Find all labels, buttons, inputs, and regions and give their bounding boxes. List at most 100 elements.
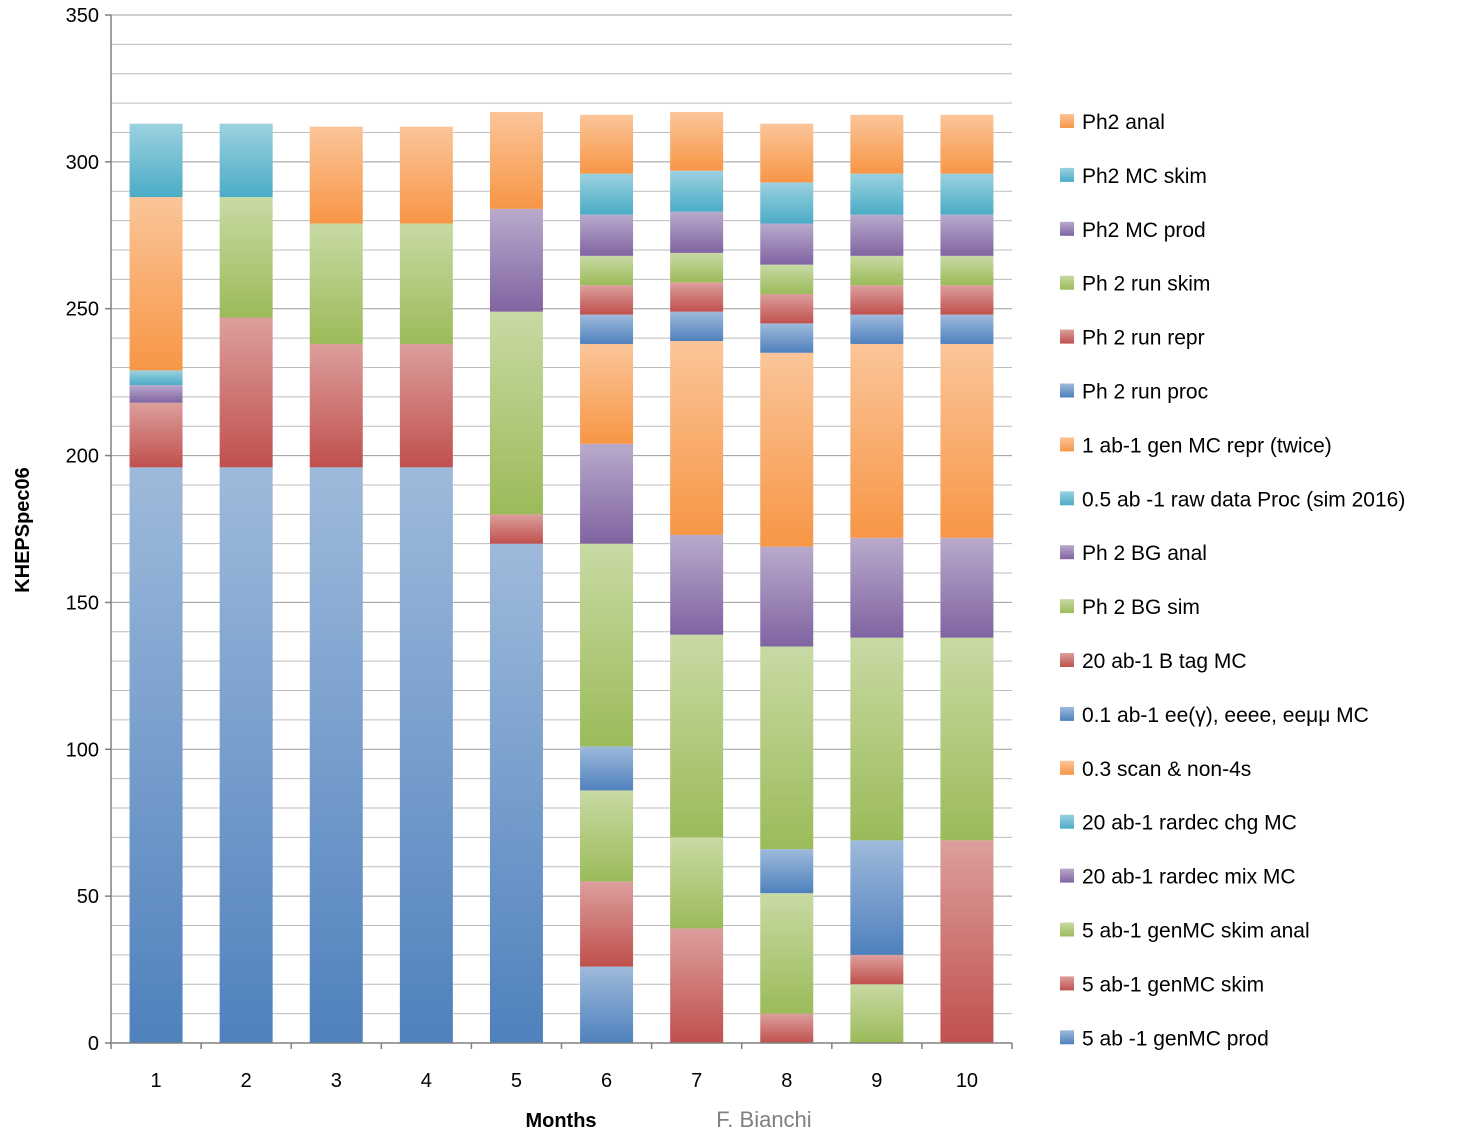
bar-segment: [580, 790, 634, 882]
bar-segment: [670, 837, 724, 929]
bar-segment: [670, 311, 724, 342]
legend-item: Ph2 MC prod: [1060, 219, 1206, 242]
bar-segment: [760, 323, 814, 353]
legend-label: Ph 2 run skim: [1082, 273, 1210, 296]
legend-label: 1 ab-1 gen MC repr (twice): [1082, 434, 1332, 457]
bar-segment: [219, 123, 273, 198]
y-tick-label: 250: [66, 299, 99, 321]
bar-segment: [219, 467, 273, 1043]
bar-segment: [489, 311, 543, 515]
bar-month-9: [850, 114, 904, 1043]
bar-segment: [850, 114, 904, 174]
legend-item: Ph 2 run repr: [1060, 327, 1205, 350]
legend-item: 20 ab-1 rardec mix MC: [1060, 866, 1296, 889]
bar-segment: [940, 173, 994, 215]
legend-label: 5 ab -1 genMC prod: [1082, 1027, 1269, 1050]
legend-swatch: [1060, 491, 1074, 506]
legend-label: Ph 2 run repr: [1082, 327, 1205, 350]
legend-label: 0.5 ab -1 raw data Proc (sim 2016): [1082, 488, 1405, 511]
bar-segment: [670, 170, 724, 212]
bar-segment: [850, 537, 904, 638]
bar-segment: [850, 637, 904, 841]
bar-segment: [940, 343, 994, 538]
legend-item: 0.3 scan & non-4s: [1060, 758, 1251, 781]
bar-segment: [760, 1013, 814, 1043]
legend-label: Ph 2 BG sim: [1082, 596, 1200, 619]
bar-segment: [850, 343, 904, 538]
bar-segment: [760, 223, 814, 265]
bar-month-4: [399, 126, 453, 1043]
legend-item: 5 ab-1 genMC skim: [1060, 973, 1264, 996]
x-tick-label: 8: [781, 1070, 792, 1092]
bar-month-6: [580, 114, 634, 1043]
bar-segment: [760, 352, 814, 547]
legend-item: Ph2 anal: [1060, 111, 1165, 134]
y-tick-label: 100: [66, 739, 99, 761]
bar-segment: [580, 214, 634, 256]
legend-swatch: [1060, 706, 1074, 721]
legend-label: 20 ab-1 rardec mix MC: [1082, 866, 1296, 889]
bar-segment: [580, 343, 634, 444]
bar-segment: [850, 255, 904, 286]
legend-item: 5 ab-1 genMC skim anal: [1060, 920, 1310, 943]
x-tick-label: 6: [601, 1070, 612, 1092]
y-tick-label: 50: [77, 886, 99, 908]
x-tick-label: 4: [421, 1070, 432, 1092]
legend-label: Ph 2 run proc: [1082, 381, 1208, 404]
x-tick-label: 9: [871, 1070, 882, 1092]
bar-month-2: [219, 123, 273, 1043]
x-tick-label: 3: [331, 1070, 342, 1092]
bar-segment: [580, 114, 634, 174]
legend-swatch: [1060, 167, 1074, 182]
legend-swatch: [1060, 275, 1074, 290]
legend-label: Ph2 MC skim: [1082, 165, 1207, 188]
bar-segment: [309, 467, 363, 1043]
bar-segment: [940, 637, 994, 841]
legend-label: 5 ab-1 genMC skim anal: [1082, 920, 1310, 943]
bar-segment: [850, 954, 904, 985]
legend-item: 5 ab -1 genMC prod: [1060, 1027, 1269, 1050]
legend-item: 0.1 ab-1 ee(γ), eeee, eeμμ MC: [1060, 704, 1369, 727]
y-tick-label: 150: [66, 592, 99, 614]
bar-segment: [580, 966, 634, 1043]
bars: [129, 111, 994, 1043]
bar-segment: [219, 317, 273, 468]
bar-segment: [670, 282, 724, 312]
legend-swatch: [1060, 114, 1074, 128]
bar-segment: [940, 114, 994, 174]
bar-segment: [489, 543, 543, 1043]
legend-item: 0.5 ab -1 raw data Proc (sim 2016): [1060, 488, 1405, 511]
bar-segment: [580, 881, 634, 967]
bar-month-7: [670, 111, 724, 1043]
bar-segment: [940, 537, 994, 638]
bar-segment: [760, 893, 814, 1014]
bar-segment: [670, 928, 724, 1043]
bar-segment: [489, 111, 543, 209]
bar-segment: [309, 343, 363, 468]
legend-item: 1 ab-1 gen MC repr (twice): [1060, 434, 1332, 457]
bar-segment: [850, 173, 904, 215]
bar-segment: [580, 746, 634, 791]
x-tick-label: 1: [150, 1070, 161, 1092]
bar-segment: [760, 182, 814, 224]
legend-item: Ph 2 run skim: [1060, 273, 1210, 296]
bar-segment: [670, 634, 724, 838]
bar-month-5: [489, 111, 543, 1043]
axes: 0 50 100 150 200 250 300 350 1 2 3 4 5 6 7 8 9 10: [66, 5, 1013, 1092]
legend-item: 20 ab-1 rardec chg MC: [1060, 812, 1297, 835]
x-tick-label: 7: [691, 1070, 702, 1092]
y-tick-label: 350: [66, 5, 99, 27]
bar-segment: [670, 211, 724, 253]
bar-segment: [399, 467, 453, 1043]
bar-segment: [760, 646, 814, 850]
legend-swatch: [1060, 922, 1074, 937]
bar-segment: [580, 543, 634, 747]
bar-segment: [850, 214, 904, 256]
legend-item: Ph 2 BG sim: [1060, 596, 1200, 619]
bar-segment: [940, 214, 994, 256]
credit-label: F. Bianchi: [716, 1107, 811, 1131]
bar-segment: [940, 314, 994, 344]
legend-swatch: [1060, 976, 1074, 991]
legend-item: Ph 2 run proc: [1060, 381, 1208, 404]
